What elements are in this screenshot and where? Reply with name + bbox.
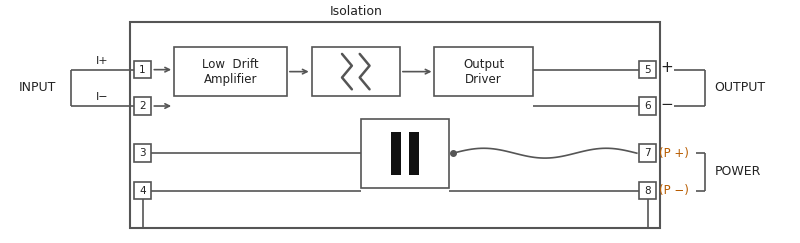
Bar: [638, 144, 657, 162]
Bar: [434, 47, 533, 96]
Text: (P −): (P −): [659, 184, 690, 197]
Text: 2: 2: [139, 101, 146, 111]
Text: 4: 4: [139, 185, 146, 196]
Text: I−: I−: [95, 92, 108, 102]
Bar: [638, 61, 657, 78]
Bar: [391, 131, 401, 175]
Text: 1: 1: [139, 65, 146, 75]
Text: Amplifier: Amplifier: [204, 73, 258, 86]
Text: −: −: [660, 96, 673, 112]
Text: POWER: POWER: [714, 165, 761, 178]
Text: (P +): (P +): [659, 147, 690, 160]
Bar: [134, 182, 151, 199]
Text: 5: 5: [644, 65, 651, 75]
Text: OUTPUT: OUTPUT: [714, 81, 766, 94]
Bar: [409, 131, 418, 175]
Bar: [134, 61, 151, 78]
Text: I+: I+: [95, 56, 108, 66]
Bar: [638, 182, 657, 199]
Text: 7: 7: [644, 148, 651, 158]
Text: 6: 6: [644, 101, 651, 111]
Bar: [134, 97, 151, 115]
Bar: [638, 97, 657, 115]
Text: +: +: [660, 60, 673, 75]
Text: 8: 8: [644, 185, 651, 196]
Text: Isolation: Isolation: [330, 5, 382, 17]
Bar: [130, 22, 660, 228]
Bar: [311, 47, 400, 96]
Text: Low  Drift: Low Drift: [202, 58, 259, 71]
Text: Driver: Driver: [465, 73, 502, 86]
Text: 3: 3: [139, 148, 146, 158]
Bar: [361, 119, 449, 188]
Text: INPUT: INPUT: [18, 81, 56, 94]
Text: Output: Output: [463, 58, 504, 71]
Bar: [134, 144, 151, 162]
Bar: [174, 47, 287, 96]
